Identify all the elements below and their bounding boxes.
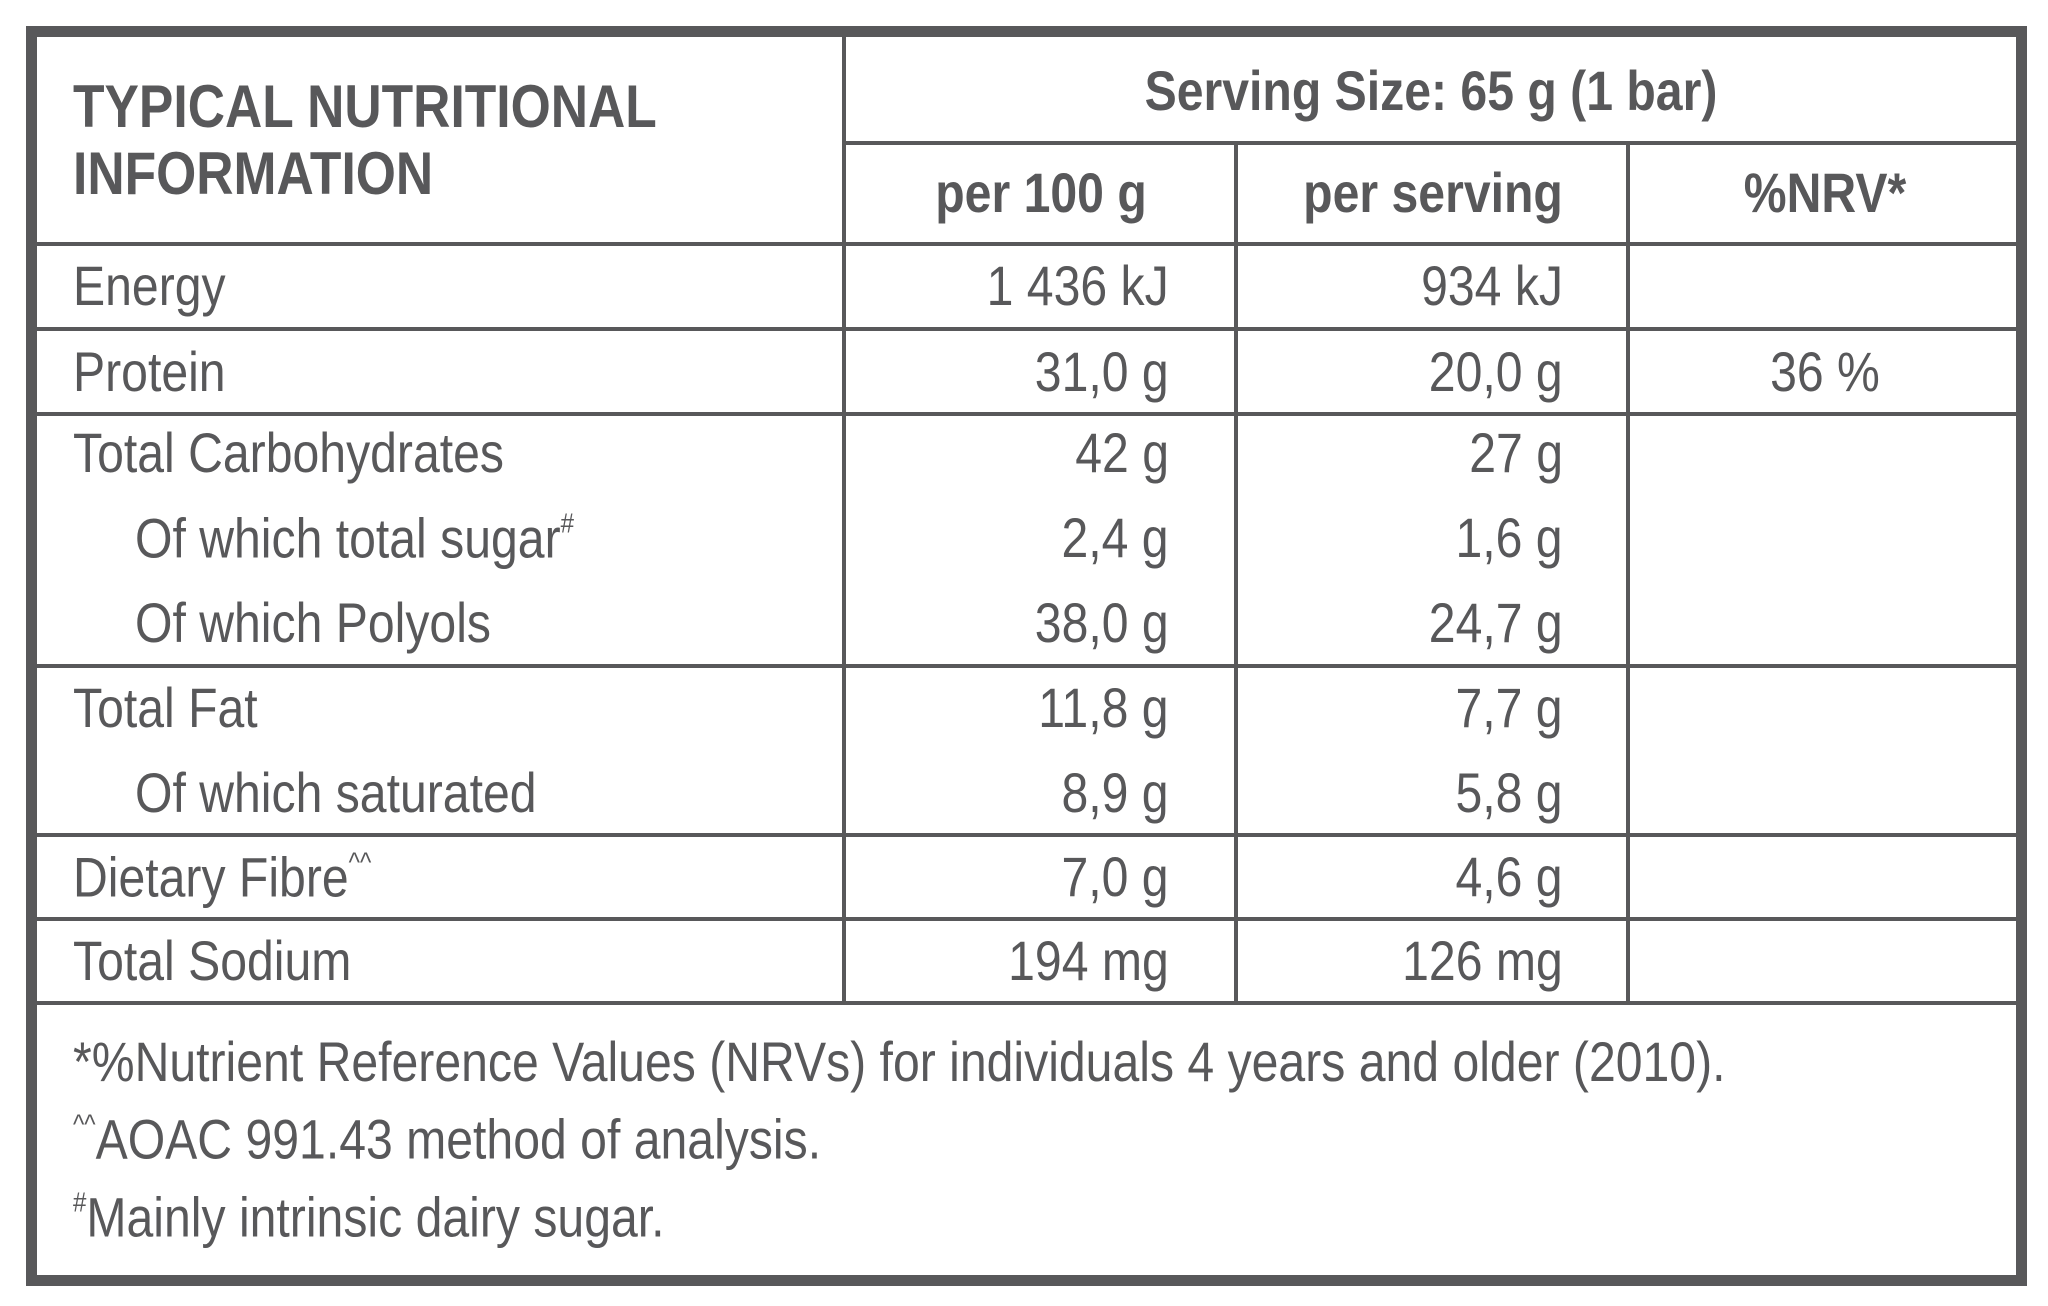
nutrient-label-text: Protein bbox=[73, 340, 226, 403]
per-serving-value-text: 126 mg bbox=[1402, 929, 1563, 992]
per-serving-value-text: 4,6 g bbox=[1455, 845, 1563, 908]
nutrition-table-frame bbox=[26, 26, 2027, 1286]
footnote: #Mainly intrinsic dairy sugar. bbox=[73, 1188, 665, 1245]
row-divider bbox=[37, 833, 2016, 837]
nutrient-label-text: Dietary Fibre bbox=[73, 845, 349, 909]
footnote-marker: # bbox=[560, 507, 575, 539]
per-serving-value: 934 kJ bbox=[1421, 258, 1563, 314]
nutrient-label-text: Of which Polyols bbox=[135, 591, 491, 654]
nutrient-label-text: Of which total sugar bbox=[135, 506, 561, 570]
column-header-nrv: %NRV* bbox=[1743, 161, 1907, 224]
per-100g-value-text: 11,8 g bbox=[1038, 676, 1169, 739]
footnote-marker: ^^ bbox=[348, 846, 372, 878]
nutrient-label: Total Carbohydrates bbox=[73, 425, 504, 481]
per-serving-value-text: 934 kJ bbox=[1421, 254, 1563, 317]
row-divider bbox=[846, 141, 2016, 145]
column-header-per-serving: per serving bbox=[1303, 161, 1563, 224]
per-100g-value: 42 g bbox=[1075, 425, 1169, 481]
per-100g-value-text: 1 436 kJ bbox=[986, 254, 1169, 317]
row-divider bbox=[37, 327, 2016, 331]
row-divider bbox=[37, 664, 2016, 668]
per-100g-value-text: 194 mg bbox=[1008, 929, 1169, 992]
nutrient-label-text: Total Fat bbox=[73, 676, 258, 739]
per-100g-value-text: 42 g bbox=[1075, 421, 1169, 484]
per-serving-value-text: 5,8 g bbox=[1455, 761, 1563, 824]
per-100g-value-text: 7,0 g bbox=[1061, 845, 1169, 908]
per-100g-value: 1 436 kJ bbox=[987, 258, 1169, 314]
nutrient-label-text: Total Sodium bbox=[73, 929, 352, 992]
per-serving-value-text: 1,6 g bbox=[1455, 506, 1563, 569]
per-serving-value-text: 27 g bbox=[1469, 421, 1563, 484]
nutrient-label: Of which Polyols bbox=[135, 595, 491, 651]
nutrient-label: Of which saturated bbox=[135, 765, 537, 821]
row-divider bbox=[37, 242, 2016, 246]
per-serving-value: 126 mg bbox=[1402, 933, 1563, 989]
nutrient-label: Protein bbox=[73, 344, 226, 400]
footnote-marker: # bbox=[73, 1186, 87, 1218]
per-100g-value: 31,0 g bbox=[1035, 344, 1169, 400]
nutrient-label: Of which total sugar# bbox=[135, 509, 574, 566]
nutrient-label: Total Fat bbox=[73, 680, 258, 736]
per-serving-value: 20,0 g bbox=[1429, 344, 1563, 400]
per-serving-value-text: 24,7 g bbox=[1429, 591, 1563, 654]
row-divider bbox=[37, 917, 2016, 921]
per-serving-value: 24,7 g bbox=[1429, 595, 1563, 651]
per-serving-value: 27 g bbox=[1469, 425, 1563, 481]
nutrient-label: Dietary Fibre^^ bbox=[73, 848, 371, 905]
nutrient-label-text: Total Carbohydrates bbox=[73, 421, 504, 484]
footnote-text: AOAC 991.43 method of analysis. bbox=[95, 1107, 822, 1171]
per-100g-value: 8,9 g bbox=[1062, 765, 1169, 821]
per-100g-value-text: 2,4 g bbox=[1061, 506, 1169, 569]
per-100g-value: 11,8 g bbox=[1039, 680, 1169, 736]
table-title-line1: TYPICAL NUTRITIONAL bbox=[73, 73, 657, 140]
per-serving-value: 4,6 g bbox=[1456, 849, 1563, 905]
per-100g-value: 7,0 g bbox=[1062, 849, 1169, 905]
per-100g-value: 38,0 g bbox=[1035, 595, 1169, 651]
footnote-text: Mainly intrinsic dairy sugar. bbox=[86, 1185, 665, 1249]
nutrient-label-text: Energy bbox=[73, 254, 226, 317]
per-serving-value: 7,7 g bbox=[1456, 680, 1563, 736]
footnote: *%Nutrient Reference Values (NRVs) for i… bbox=[73, 1034, 1726, 1090]
column-divider bbox=[842, 37, 846, 1003]
serving-size-header: Serving Size: 65 g (1 bar) bbox=[1144, 59, 1718, 122]
per-100g-value-text: 8,9 g bbox=[1061, 761, 1169, 824]
per-serving-value: 1,6 g bbox=[1456, 510, 1563, 566]
row-divider bbox=[37, 412, 2016, 416]
per-100g-value-text: 38,0 g bbox=[1035, 591, 1169, 654]
nutrient-label: Energy bbox=[73, 258, 226, 314]
nrv-value: 36 % bbox=[1657, 344, 1992, 400]
per-100g-value-text: 31,0 g bbox=[1035, 340, 1169, 403]
column-header-per-100g: per 100 g bbox=[935, 161, 1147, 224]
per-100g-value: 194 mg bbox=[1008, 933, 1169, 989]
nutrient-label-text: Of which saturated bbox=[135, 761, 537, 824]
footnote: ^^AOAC 991.43 method of analysis. bbox=[73, 1110, 821, 1167]
row-divider bbox=[37, 1001, 2016, 1005]
nrv-value-text: 36 % bbox=[1770, 340, 1880, 403]
nutrient-label: Total Sodium bbox=[73, 933, 351, 989]
footnote-text: *%Nutrient Reference Values (NRVs) for i… bbox=[73, 1030, 1726, 1093]
per-100g-value: 2,4 g bbox=[1062, 510, 1169, 566]
column-divider bbox=[1234, 143, 1238, 1003]
table-title-line2: INFORMATION bbox=[73, 140, 434, 207]
footnote-marker: ^^ bbox=[73, 1108, 96, 1140]
per-serving-value-text: 20,0 g bbox=[1429, 340, 1563, 403]
per-serving-value: 5,8 g bbox=[1456, 765, 1563, 821]
per-serving-value-text: 7,7 g bbox=[1455, 676, 1563, 739]
column-divider bbox=[1626, 143, 1630, 1003]
